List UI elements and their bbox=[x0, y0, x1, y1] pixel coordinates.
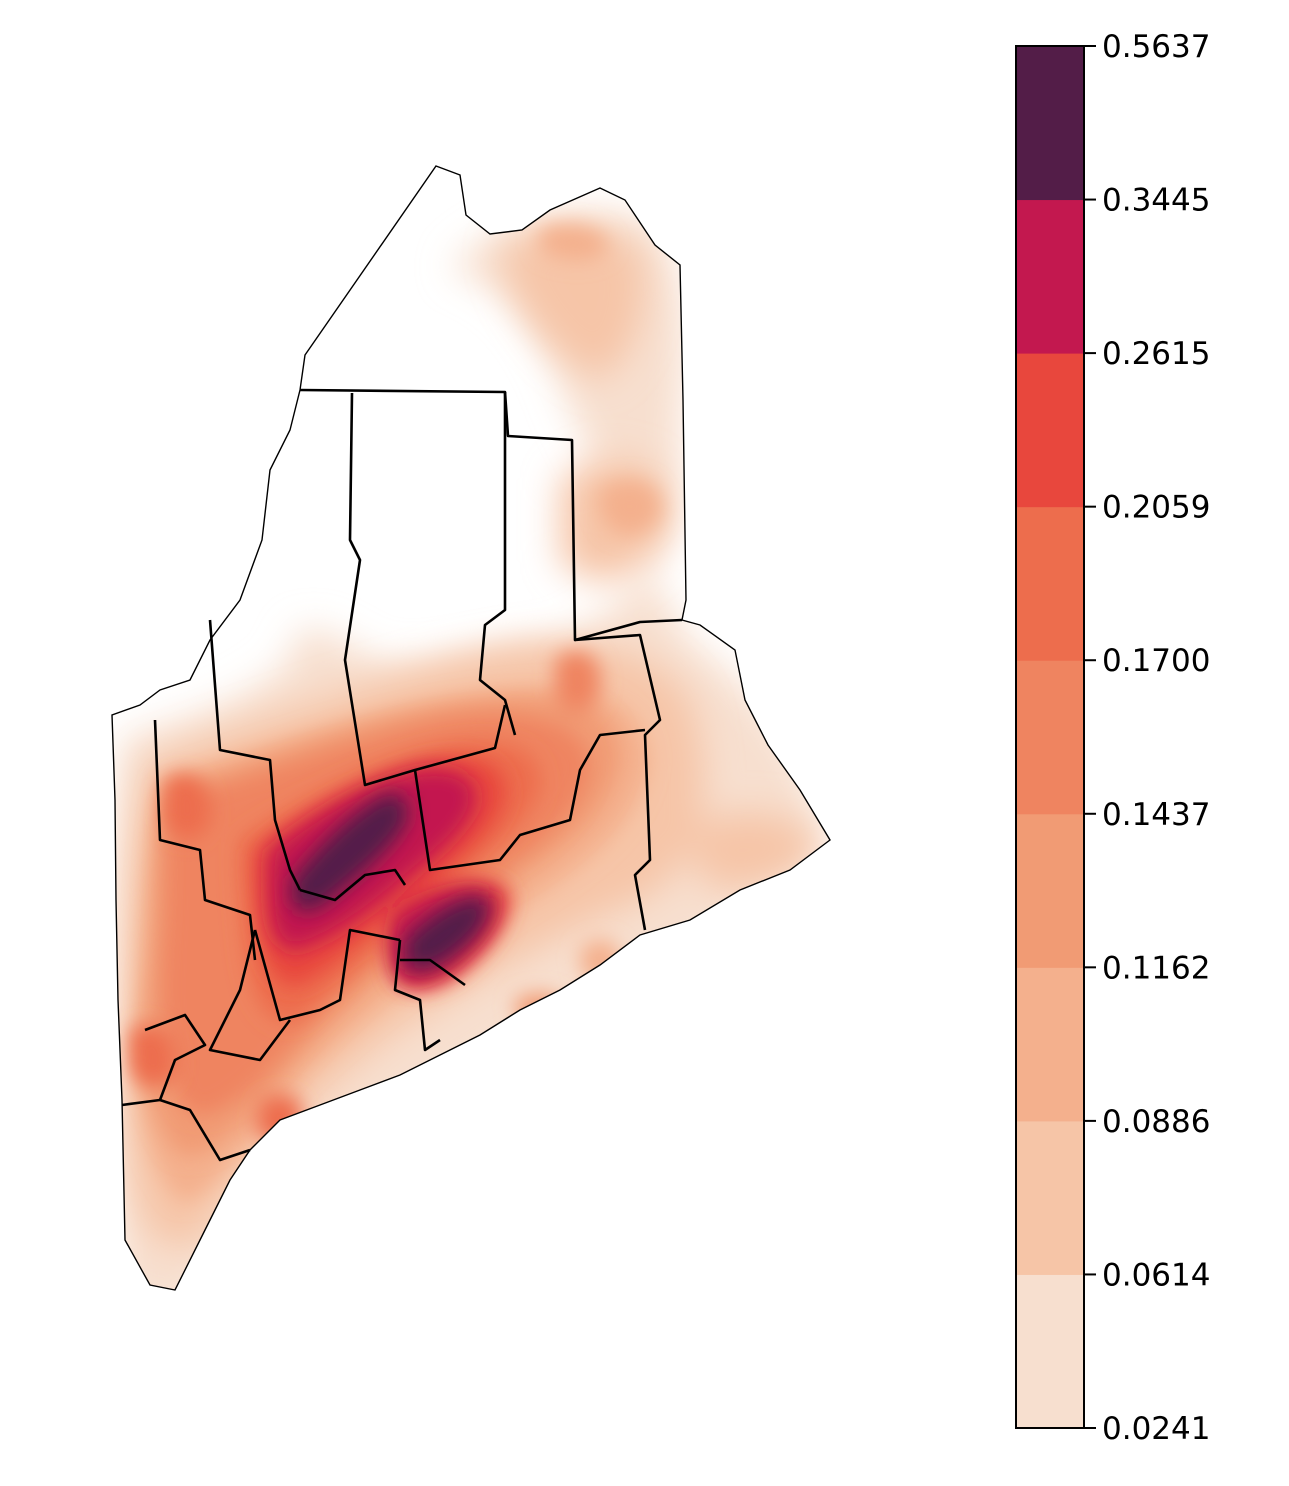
state-outline bbox=[111, 165, 831, 1291]
colorbar-band bbox=[1016, 813, 1084, 968]
colorbar-tick-label: 0.0886 bbox=[1102, 1104, 1210, 1140]
contour-field bbox=[115, 211, 830, 1290]
contour-level-9 bbox=[292, 794, 489, 971]
county-boundaries bbox=[121, 388, 683, 1162]
colorbar-tick-label: 0.5637 bbox=[1102, 29, 1210, 65]
colorbar-band bbox=[1016, 46, 1084, 201]
colorbar-tick-label: 0.1162 bbox=[1102, 950, 1210, 986]
colorbar-bands bbox=[1016, 46, 1084, 1429]
colorbar-band bbox=[1016, 967, 1084, 1122]
colorbar-tick-label: 0.0241 bbox=[1102, 1411, 1210, 1447]
colorbar-tick-label: 0.2615 bbox=[1102, 336, 1210, 372]
colorbar-band bbox=[1016, 199, 1084, 354]
colorbar-tick-label: 0.3445 bbox=[1102, 183, 1210, 219]
colorbar-tick-label: 0.2059 bbox=[1102, 490, 1210, 526]
colorbar-band bbox=[1016, 660, 1084, 815]
colorbar-band bbox=[1016, 353, 1084, 508]
colorbar-band bbox=[1016, 1274, 1084, 1429]
colorbar-tick-label: 0.1700 bbox=[1102, 643, 1210, 679]
colorbar: 0.5637 0.3445 0.2615 0.2059 0.1700 0.1437 0.11… bbox=[1015, 29, 1210, 1447]
colorbar-tick-label: 0.0614 bbox=[1102, 1257, 1210, 1293]
colorbar-frame bbox=[1015, 45, 1085, 1429]
colorbar-ticks: 0.5637 0.3445 0.2615 0.2059 0.1700 0.1437 0.11… bbox=[1084, 29, 1210, 1447]
colorbar-band bbox=[1016, 506, 1084, 661]
colorbar-band bbox=[1016, 1120, 1084, 1275]
colorbar-tick-label: 0.1437 bbox=[1102, 797, 1210, 833]
